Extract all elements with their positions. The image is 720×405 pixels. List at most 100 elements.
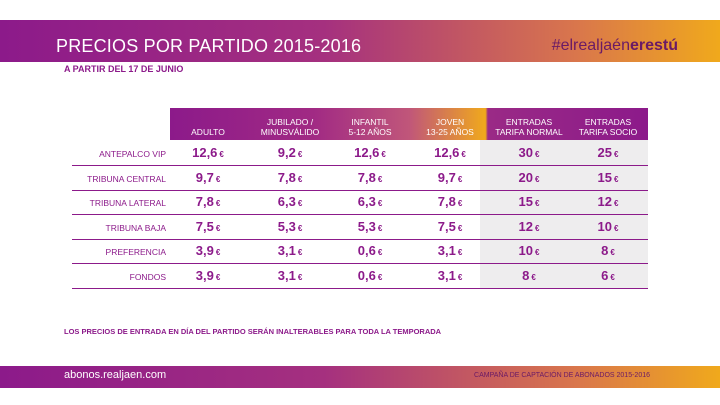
row-label: PREFERENCIA (105, 247, 166, 257)
euro-symbol: € (531, 272, 536, 282)
euro-symbol: € (457, 199, 463, 208)
price-cell: 3,9 € (168, 243, 248, 258)
column-header-line2: 13-25 AÑOS (426, 127, 474, 137)
price-value: 3,9 (195, 243, 214, 258)
euro-symbol: € (457, 174, 463, 184)
header-banner (0, 20, 720, 62)
euro-symbol: € (215, 272, 221, 282)
price-value: 3,1 (437, 267, 456, 283)
price-value: 12,6 (354, 145, 380, 160)
price-cell: 10 € (490, 243, 568, 258)
price-cell: 12,6 € (168, 145, 248, 160)
price-cell: 30 € (490, 145, 568, 160)
price-cell: 10 € (568, 219, 648, 234)
website-link[interactable]: abonos.realjaen.com (64, 369, 167, 381)
price-cell: 8 € (490, 268, 568, 283)
price-cell: 9,2 € (250, 145, 330, 160)
price-value: 6,3 (357, 194, 376, 209)
price-cell: 7,5 € (410, 219, 490, 234)
price-value: 12,6 (434, 145, 460, 160)
hashtag-bold-text: erestú (629, 37, 678, 54)
row-divider (72, 287, 648, 289)
price-cell: 3,1 € (410, 243, 490, 258)
price-cell: 5,3 € (330, 219, 410, 234)
price-value: 7,8 (195, 194, 214, 209)
price-value: 9,7 (437, 169, 456, 185)
price-cell: 15 € (568, 170, 648, 185)
price-cell: 25 € (568, 145, 648, 160)
table-row: TRIBUNA CENTRAL 9,7 €7,8 €7,8 €9,7 €20 €15 € (72, 167, 648, 191)
column-header: JUBILADO / MINUSVÁLIDO (250, 108, 330, 140)
price-cell: 20 € (490, 170, 568, 185)
price-cell: 7,8 € (410, 194, 490, 209)
price-value: 3,1 (277, 267, 296, 283)
euro-symbol: € (297, 248, 303, 257)
table-row: FONDOS 3,9 €3,1 €0,6 €3,1 €8 €6 € (72, 265, 648, 289)
table-row: ANTEPALCO VIP 12,6 €9,2 €12,6 €12,6 €30 €25 € (72, 142, 648, 166)
euro-symbol: € (457, 223, 463, 233)
price-cell: 12,6 € (410, 145, 490, 160)
euro-symbol: € (297, 223, 303, 233)
euro-symbol: € (535, 199, 540, 208)
price-value: 7,5 (437, 218, 456, 234)
price-cell: 7,8 € (250, 170, 330, 185)
euro-symbol: € (535, 150, 540, 159)
price-cell: 3,9 € (168, 268, 248, 283)
hashtag: #elrealjaénerestú (552, 37, 678, 55)
price-cell: 0,6 € (330, 243, 410, 258)
euro-symbol: € (381, 150, 386, 159)
row-divider (72, 263, 648, 264)
euro-symbol: € (610, 248, 615, 257)
column-header-line2: TARIFA NORMAL (495, 127, 563, 137)
price-value: 7,8 (437, 194, 456, 209)
euro-symbol: € (215, 199, 221, 208)
price-value: 5,3 (357, 218, 376, 234)
price-value: 12 (597, 194, 612, 209)
euro-symbol: € (297, 150, 303, 159)
euro-symbol: € (215, 174, 221, 184)
page-subtitle: A PARTIR DEL 17 DE JUNIO (64, 64, 184, 74)
price-value: 10 (518, 243, 533, 258)
table-row: PREFERENCIA 3,9 €3,1 €0,6 €3,1 €10 €8 € (72, 240, 648, 264)
euro-symbol: € (614, 199, 619, 208)
price-value: 8 (522, 267, 530, 283)
table-row: TRIBUNA LATERAL 7,8 €6,3 €6,3 €7,8 €15 €12 € (72, 191, 648, 215)
page-title: PRECIOS POR PARTIDO 2015-2016 (56, 36, 362, 56)
price-value: 20 (518, 169, 533, 185)
euro-symbol: € (535, 248, 540, 257)
price-cell: 6,3 € (250, 194, 330, 209)
column-header: JOVEN 13-25 AÑOS (410, 108, 490, 140)
price-value: 3,1 (437, 243, 456, 258)
euro-symbol: € (614, 223, 619, 233)
price-cell: 3,1 € (250, 243, 330, 258)
euro-symbol: € (215, 248, 221, 257)
price-value: 5,3 (277, 218, 296, 234)
euro-symbol: € (219, 150, 224, 159)
euro-symbol: € (215, 223, 221, 233)
euro-symbol: € (610, 272, 615, 282)
price-cell: 3,1 € (250, 268, 330, 283)
price-value: 15 (518, 194, 533, 209)
column-header-line1: ENTRADAS (584, 117, 632, 127)
price-cell: 7,5 € (168, 219, 248, 234)
price-value: 3,9 (195, 267, 214, 283)
row-label: TRIBUNA BAJA (105, 222, 166, 233)
price-value: 9,2 (277, 145, 296, 160)
price-value: 6 (601, 267, 609, 283)
price-cell: 6 € (568, 268, 648, 283)
row-divider (72, 165, 648, 166)
column-header: ADULTO (168, 108, 248, 140)
campaign-text: CAMPAÑA DE CAPTACIÓN DE ABONADOS 2015-20… (474, 372, 650, 379)
euro-symbol: € (377, 272, 383, 282)
price-cell: 7,8 € (330, 170, 410, 185)
euro-symbol: € (535, 174, 540, 184)
price-cell: 12,6 € (330, 145, 410, 160)
price-value: 30 (518, 145, 533, 160)
price-value: 0,6 (357, 267, 376, 283)
price-value: 10 (597, 218, 612, 234)
price-cell: 15 € (490, 194, 568, 209)
euro-symbol: € (297, 199, 303, 208)
row-divider (72, 238, 648, 240)
price-cell: 9,7 € (410, 170, 490, 185)
table-header-background (170, 108, 648, 140)
